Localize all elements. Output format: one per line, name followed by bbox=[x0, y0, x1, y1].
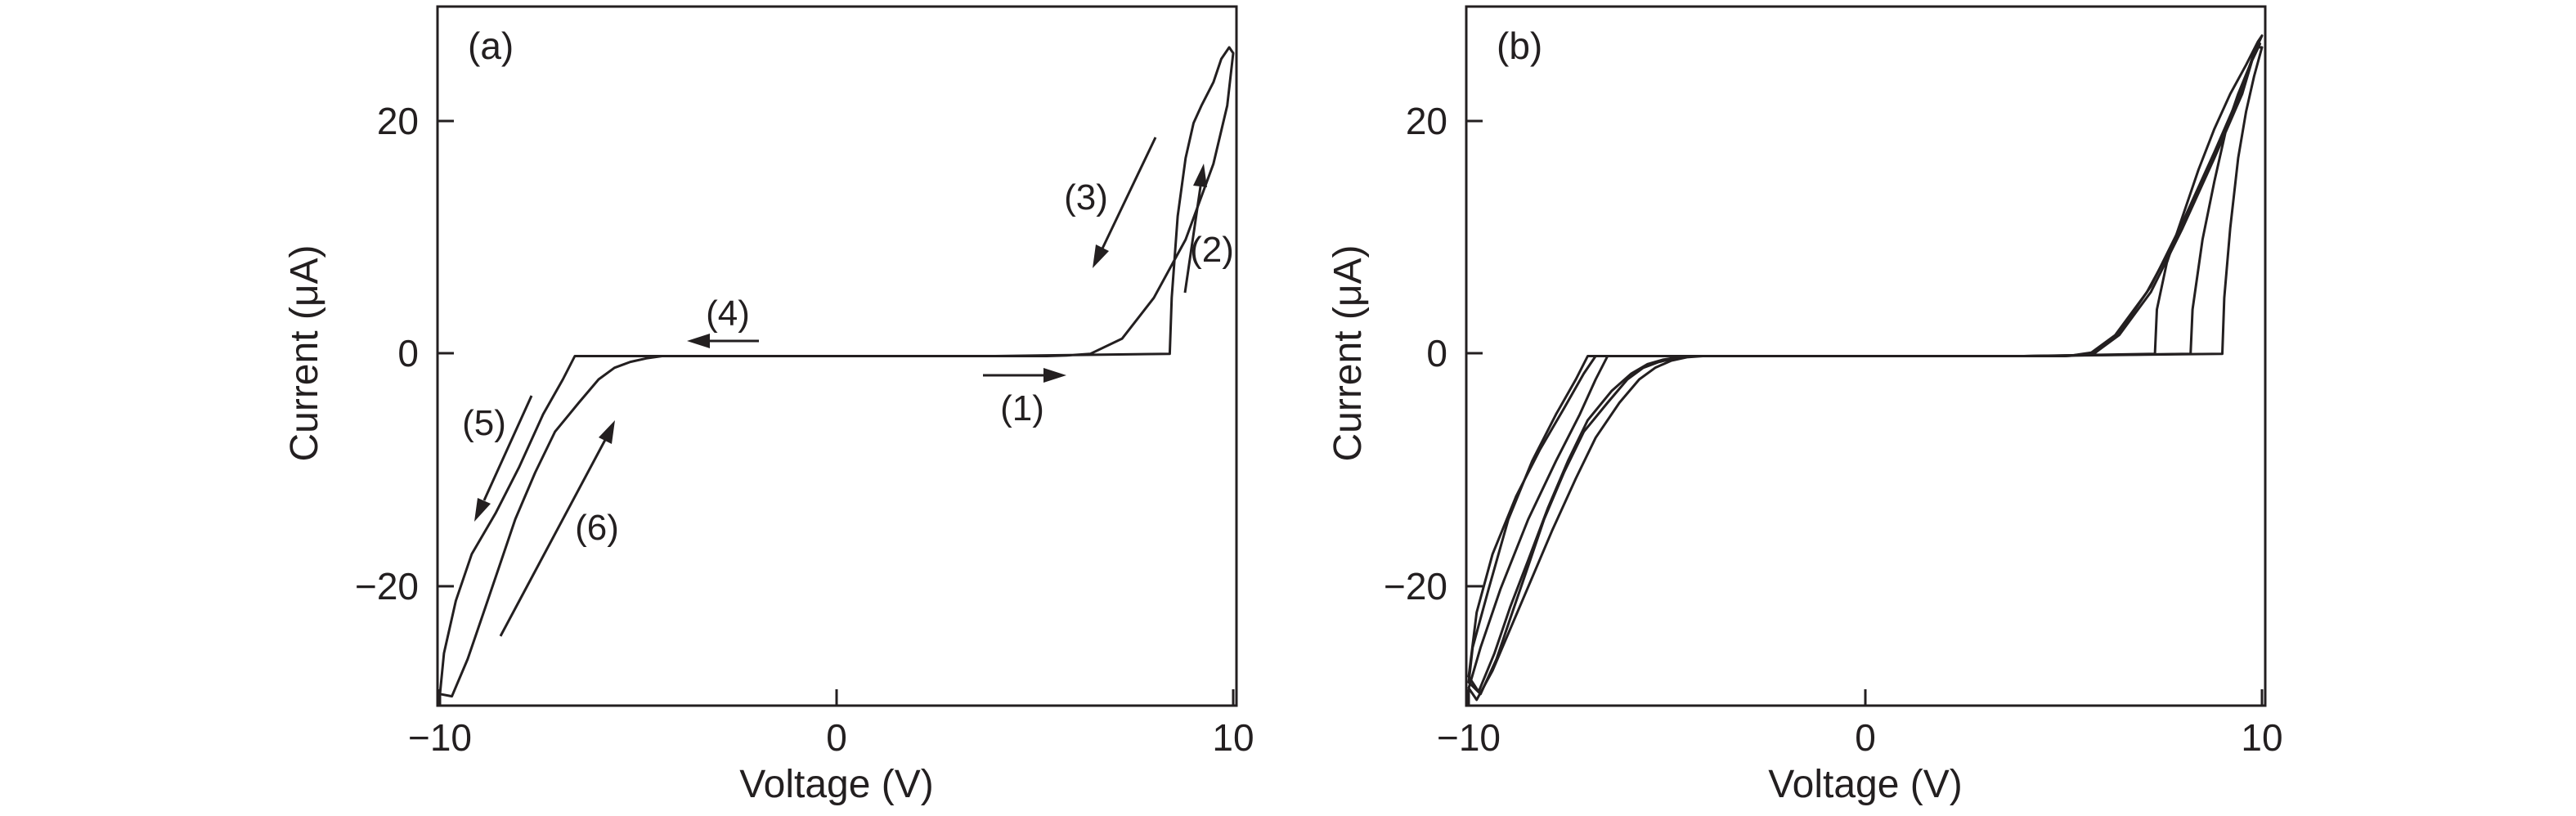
y-tick-label-a-2: 20 bbox=[377, 100, 419, 142]
iv-curve-b-2 bbox=[1467, 43, 2262, 693]
x-tick-label-a-0: −10 bbox=[408, 716, 472, 759]
panel-b: −10 0 10 −20 0 20 Voltage (V) Current (μ… bbox=[1326, 5, 2283, 806]
annotation-4: (4) bbox=[706, 294, 750, 334]
x-tick-label-a-1: 0 bbox=[826, 716, 847, 759]
arrow-4 bbox=[687, 334, 759, 348]
y-axis-title-a: Current (μA) bbox=[283, 244, 326, 461]
y-tick-label-b-2: 20 bbox=[1406, 100, 1447, 142]
arrow-2 bbox=[1183, 164, 1207, 294]
arrow-1 bbox=[983, 368, 1066, 383]
panel-label-b: (b) bbox=[1497, 25, 1542, 67]
x-tick-label-b-1: 0 bbox=[1855, 716, 1876, 759]
annotation-1: (1) bbox=[1000, 388, 1044, 428]
y-tick-label-a-1: 0 bbox=[397, 332, 419, 374]
x-axis-title-b: Voltage (V) bbox=[1768, 763, 1962, 806]
iv-curve-a-0 bbox=[438, 46, 1235, 698]
arrow-6 bbox=[499, 420, 615, 637]
y-axis-title-b: Current (μA) bbox=[1326, 244, 1370, 461]
annotation-5: (5) bbox=[462, 403, 506, 443]
annotation-6: (6) bbox=[575, 508, 619, 548]
annotation-2: (2) bbox=[1190, 230, 1234, 270]
x-tick-label-b-2: 10 bbox=[2241, 716, 2282, 759]
y-tick-label-a-0: −20 bbox=[355, 565, 419, 608]
panel-a: −10 0 10 −20 0 20 Voltage (V) Current (μ… bbox=[283, 5, 1254, 806]
y-tick-label-b-0: −20 bbox=[1384, 565, 1447, 608]
series-group-a bbox=[438, 46, 1235, 698]
series-group-b bbox=[1467, 34, 2264, 702]
x-tick-label-b-0: −10 bbox=[1437, 716, 1501, 759]
panel-label-a: (a) bbox=[468, 25, 514, 67]
y-tick-label-b-1: 0 bbox=[1426, 332, 1447, 374]
arrow-3 bbox=[1093, 137, 1157, 268]
x-tick-label-a-2: 10 bbox=[1212, 716, 1254, 759]
x-axis-title-a: Voltage (V) bbox=[739, 763, 933, 806]
iv-curve-b-0 bbox=[1467, 46, 2264, 696]
arrow-5 bbox=[474, 395, 533, 522]
annotation-3: (3) bbox=[1064, 177, 1108, 217]
